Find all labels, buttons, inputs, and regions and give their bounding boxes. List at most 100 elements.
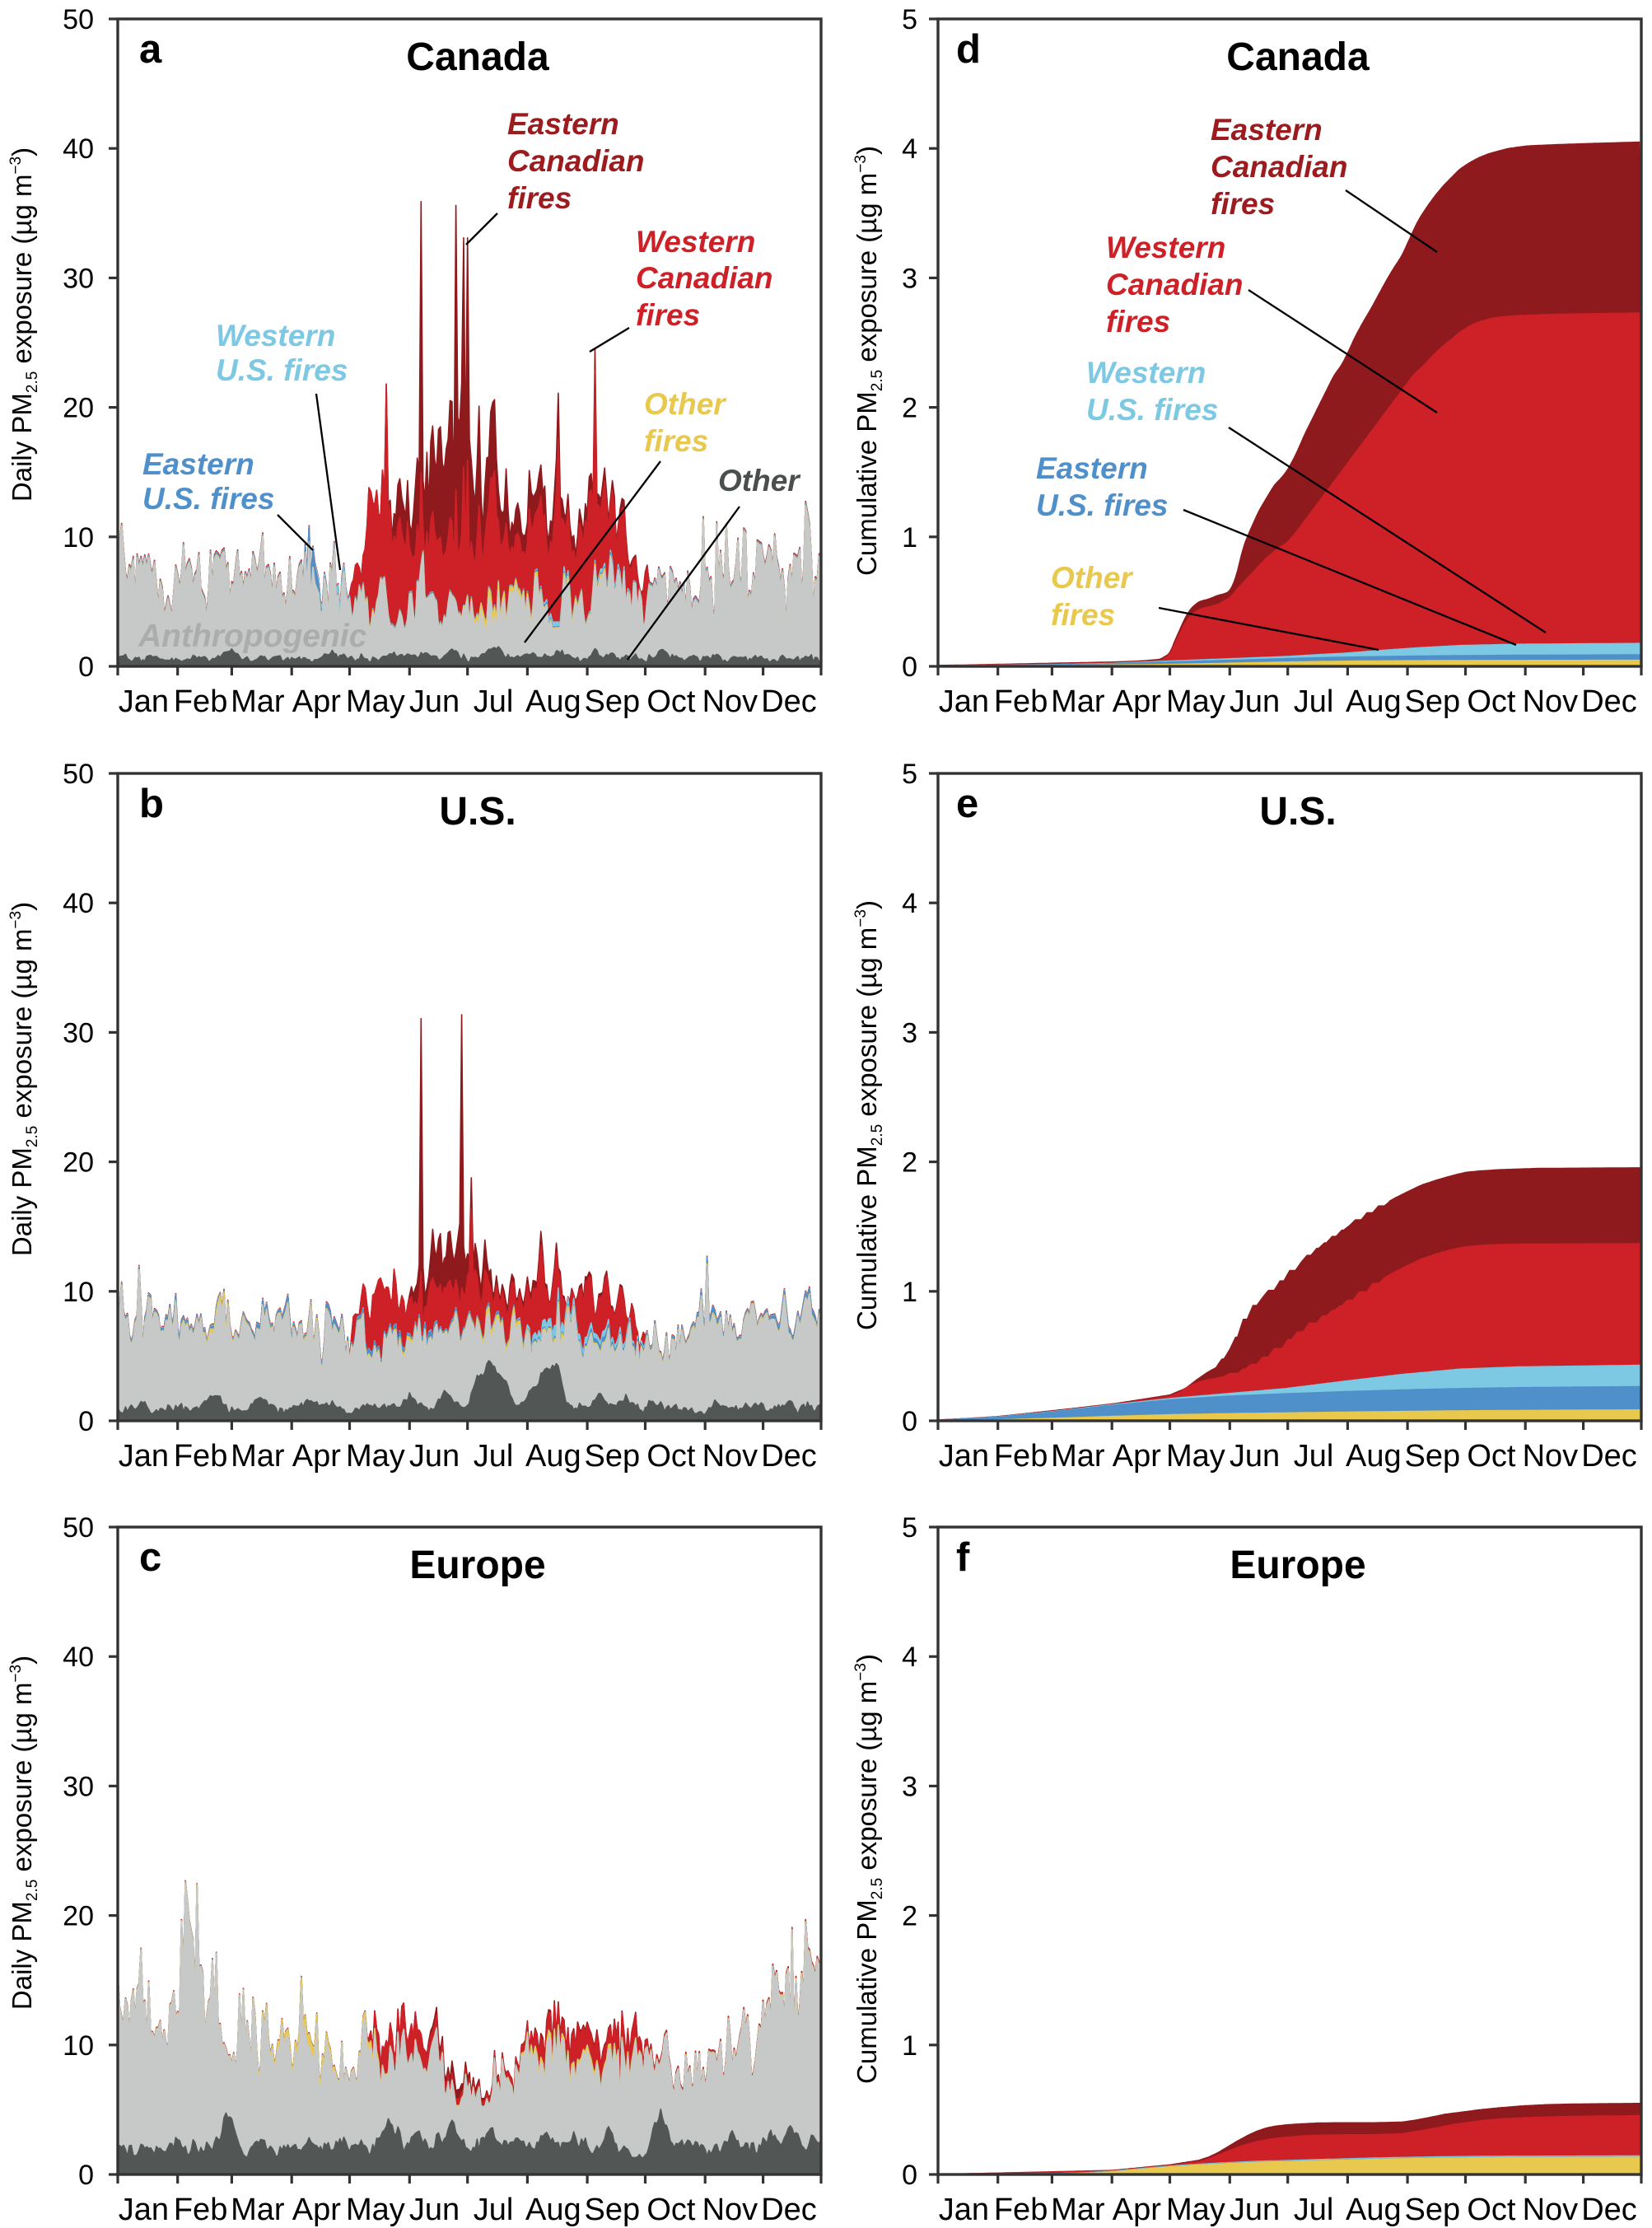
svg-text:Western: Western [636, 225, 755, 259]
svg-text:fires: fires [1051, 598, 1115, 632]
svg-text:Jun: Jun [409, 684, 460, 719]
svg-text:a: a [139, 27, 162, 72]
svg-text:May: May [1166, 1439, 1225, 1474]
svg-text:Mar: Mar [1051, 1439, 1105, 1474]
svg-text:Anthropogenic: Anthropogenic [138, 619, 367, 654]
svg-text:3: 3 [902, 263, 917, 294]
svg-text:0: 0 [78, 652, 94, 683]
svg-text:20: 20 [63, 1147, 94, 1179]
svg-text:Dec: Dec [761, 1439, 817, 1474]
svg-text:5: 5 [902, 1512, 917, 1544]
svg-text:May: May [1166, 2193, 1225, 2227]
svg-text:Mar: Mar [231, 2193, 285, 2227]
svg-text:Cumulative PM2.5 exposure (µg: Cumulative PM2.5 exposure (µg m−3) [852, 146, 886, 576]
svg-text:2: 2 [902, 393, 917, 424]
svg-text:Jan: Jan [939, 684, 989, 719]
svg-text:Feb: Feb [174, 2193, 227, 2227]
svg-text:50: 50 [63, 1512, 94, 1544]
svg-text:5: 5 [902, 759, 917, 790]
svg-text:Sep: Sep [584, 684, 640, 719]
svg-text:Feb: Feb [174, 684, 227, 719]
svg-text:Apr: Apr [1113, 684, 1161, 719]
svg-text:May: May [346, 1439, 405, 1474]
svg-text:Eastern: Eastern [1036, 451, 1148, 485]
svg-text:40: 40 [63, 133, 94, 165]
svg-text:Oct: Oct [646, 2193, 696, 2227]
svg-text:U.S.: U.S. [439, 790, 516, 834]
svg-text:Jan: Jan [939, 2193, 989, 2227]
svg-text:Daily PM2.5 exposure (µg m−3): Daily PM2.5 exposure (µg m−3) [7, 147, 41, 502]
svg-text:3: 3 [902, 1771, 917, 1802]
svg-text:fires: fires [644, 424, 708, 458]
svg-text:0: 0 [902, 1406, 917, 1437]
svg-text:c: c [139, 1535, 161, 1580]
svg-text:fires: fires [507, 181, 572, 215]
svg-text:Nov: Nov [1523, 2193, 1579, 2227]
svg-text:e: e [956, 782, 978, 826]
svg-text:Jan: Jan [939, 1439, 989, 1474]
svg-text:Canada: Canada [1226, 35, 1370, 79]
svg-text:Apr: Apr [292, 684, 341, 719]
svg-text:Oct: Oct [646, 684, 696, 719]
svg-text:Aug: Aug [1346, 2193, 1402, 2227]
svg-text:Sep: Sep [1404, 684, 1460, 719]
svg-text:Other: Other [644, 387, 727, 421]
svg-text:Jun: Jun [409, 1439, 460, 1474]
svg-text:Sep: Sep [584, 2193, 640, 2227]
svg-text:Apr: Apr [1113, 2193, 1161, 2227]
svg-text:Eastern: Eastern [142, 447, 254, 481]
svg-text:20: 20 [63, 393, 94, 424]
svg-text:Canadian: Canadian [1211, 150, 1348, 184]
svg-text:Daily PM2.5 exposure (µg m−3): Daily PM2.5 exposure (µg m−3) [7, 902, 41, 1256]
svg-text:2: 2 [902, 1147, 917, 1179]
svg-text:1: 1 [902, 522, 917, 553]
svg-text:Aug: Aug [525, 684, 581, 719]
svg-text:Jan: Jan [119, 1439, 169, 1474]
svg-text:Aug: Aug [1346, 684, 1402, 719]
svg-text:Mar: Mar [231, 1439, 285, 1474]
svg-text:Canada: Canada [406, 35, 549, 79]
svg-text:Mar: Mar [1051, 2193, 1105, 2227]
svg-text:0: 0 [78, 1406, 94, 1437]
svg-text:Eastern: Eastern [507, 107, 619, 141]
svg-text:Jun: Jun [1230, 2193, 1280, 2227]
svg-text:3: 3 [902, 1017, 917, 1049]
svg-text:Apr: Apr [292, 2193, 341, 2227]
svg-text:Dec: Dec [1581, 1439, 1637, 1474]
svg-text:fires: fires [1211, 187, 1275, 221]
svg-text:Sep: Sep [1404, 1439, 1460, 1474]
svg-text:0: 0 [902, 652, 917, 683]
svg-text:U.S.: U.S. [1259, 790, 1336, 834]
svg-text:f: f [956, 1535, 970, 1580]
svg-text:fires: fires [1106, 305, 1170, 339]
svg-text:Dec: Dec [1581, 2193, 1637, 2227]
svg-text:U.S. fires: U.S. fires [142, 482, 274, 516]
svg-text:May: May [346, 684, 405, 719]
svg-text:0: 0 [902, 2160, 917, 2191]
svg-text:5: 5 [902, 4, 917, 35]
svg-text:U.S. fires: U.S. fires [216, 353, 348, 387]
svg-text:U.S. fires: U.S. fires [1086, 393, 1218, 427]
svg-text:30: 30 [63, 1771, 94, 1802]
svg-text:Aug: Aug [525, 2193, 581, 2227]
svg-text:10: 10 [63, 2030, 94, 2062]
svg-text:Other: Other [1051, 561, 1134, 595]
svg-text:4: 4 [902, 133, 917, 165]
svg-text:Nov: Nov [702, 1439, 758, 1474]
svg-text:Jul: Jul [474, 1439, 514, 1474]
svg-text:Mar: Mar [231, 684, 285, 719]
svg-text:Sep: Sep [1404, 2193, 1460, 2227]
svg-text:4: 4 [902, 1642, 917, 1673]
svg-text:U.S. fires: U.S. fires [1036, 488, 1168, 522]
svg-text:Jul: Jul [474, 684, 514, 719]
svg-text:Feb: Feb [994, 1439, 1048, 1474]
svg-text:Oct: Oct [1467, 684, 1516, 719]
svg-text:Cumulative PM2.5 exposure (µg: Cumulative PM2.5 exposure (µg m−3) [852, 1654, 886, 2084]
svg-text:50: 50 [63, 759, 94, 790]
svg-text:50: 50 [63, 4, 94, 35]
svg-text:Oct: Oct [1467, 2193, 1516, 2227]
svg-text:Jun: Jun [1230, 1439, 1280, 1474]
svg-text:Europe: Europe [409, 1544, 545, 1587]
svg-text:Canadian: Canadian [507, 144, 645, 178]
svg-text:Jun: Jun [1230, 684, 1280, 719]
